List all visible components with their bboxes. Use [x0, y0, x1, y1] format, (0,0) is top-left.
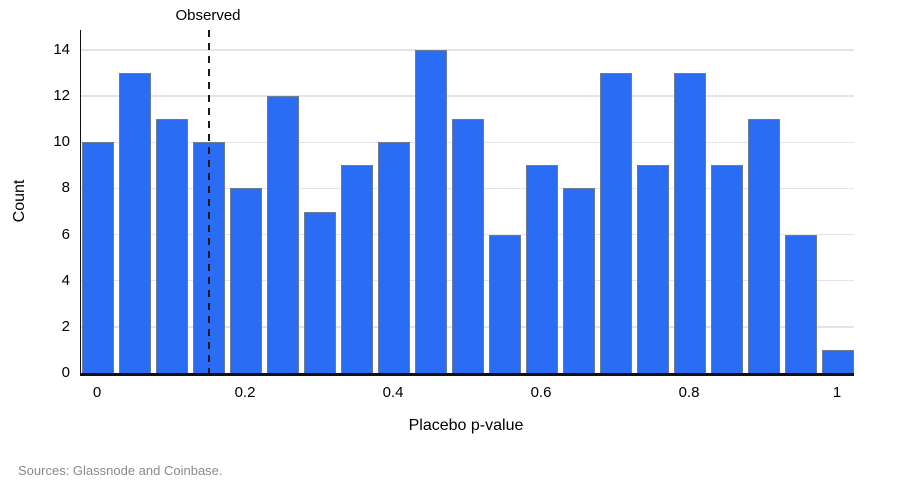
bar [156, 119, 188, 373]
bar [785, 234, 817, 373]
x-axis-title: Placebo p-value [408, 417, 524, 434]
y-tick-label-14: 14 [53, 41, 70, 59]
bar [674, 73, 706, 373]
bar [452, 119, 484, 373]
y-tick-label-4: 4 [61, 271, 70, 289]
x-tick-label-0.2: 0.2 [234, 384, 256, 401]
x-tick-label-1: 1 [832, 384, 842, 401]
bar [341, 165, 373, 373]
sources-note: Sources: Glassnode and Coinbase. [18, 463, 223, 478]
x-tick-label-0.8: 0.8 [678, 384, 700, 401]
bar [82, 142, 114, 373]
bar [230, 188, 262, 373]
bar [378, 142, 410, 373]
gridline-y-12 [81, 95, 854, 97]
bar [415, 50, 447, 373]
y-tick-label-2: 2 [61, 317, 70, 335]
bar [637, 165, 669, 373]
bar [600, 73, 632, 373]
y-tick-label-8: 8 [61, 179, 70, 197]
bar [119, 73, 151, 373]
bar [748, 119, 780, 373]
y-tick-label-12: 12 [53, 87, 70, 105]
y-tick-label-10: 10 [53, 133, 70, 151]
gridline-y-14 [81, 49, 854, 51]
bar [267, 96, 299, 373]
x-tick-label-0.6: 0.6 [530, 384, 552, 401]
y-tick-label-0: 0 [61, 364, 70, 381]
bar [489, 234, 521, 373]
y-tick-label-6: 6 [61, 225, 70, 243]
plot-area [80, 30, 854, 376]
bar [526, 165, 558, 373]
observed-line [208, 30, 210, 373]
bar [304, 211, 336, 373]
x-tick-label-0.4: 0.4 [382, 384, 404, 401]
bar [563, 188, 595, 373]
bar [711, 165, 743, 373]
bar [822, 349, 854, 373]
observed-annotation-label: Observed [175, 7, 241, 24]
x-tick-label-0: 0 [92, 384, 102, 401]
